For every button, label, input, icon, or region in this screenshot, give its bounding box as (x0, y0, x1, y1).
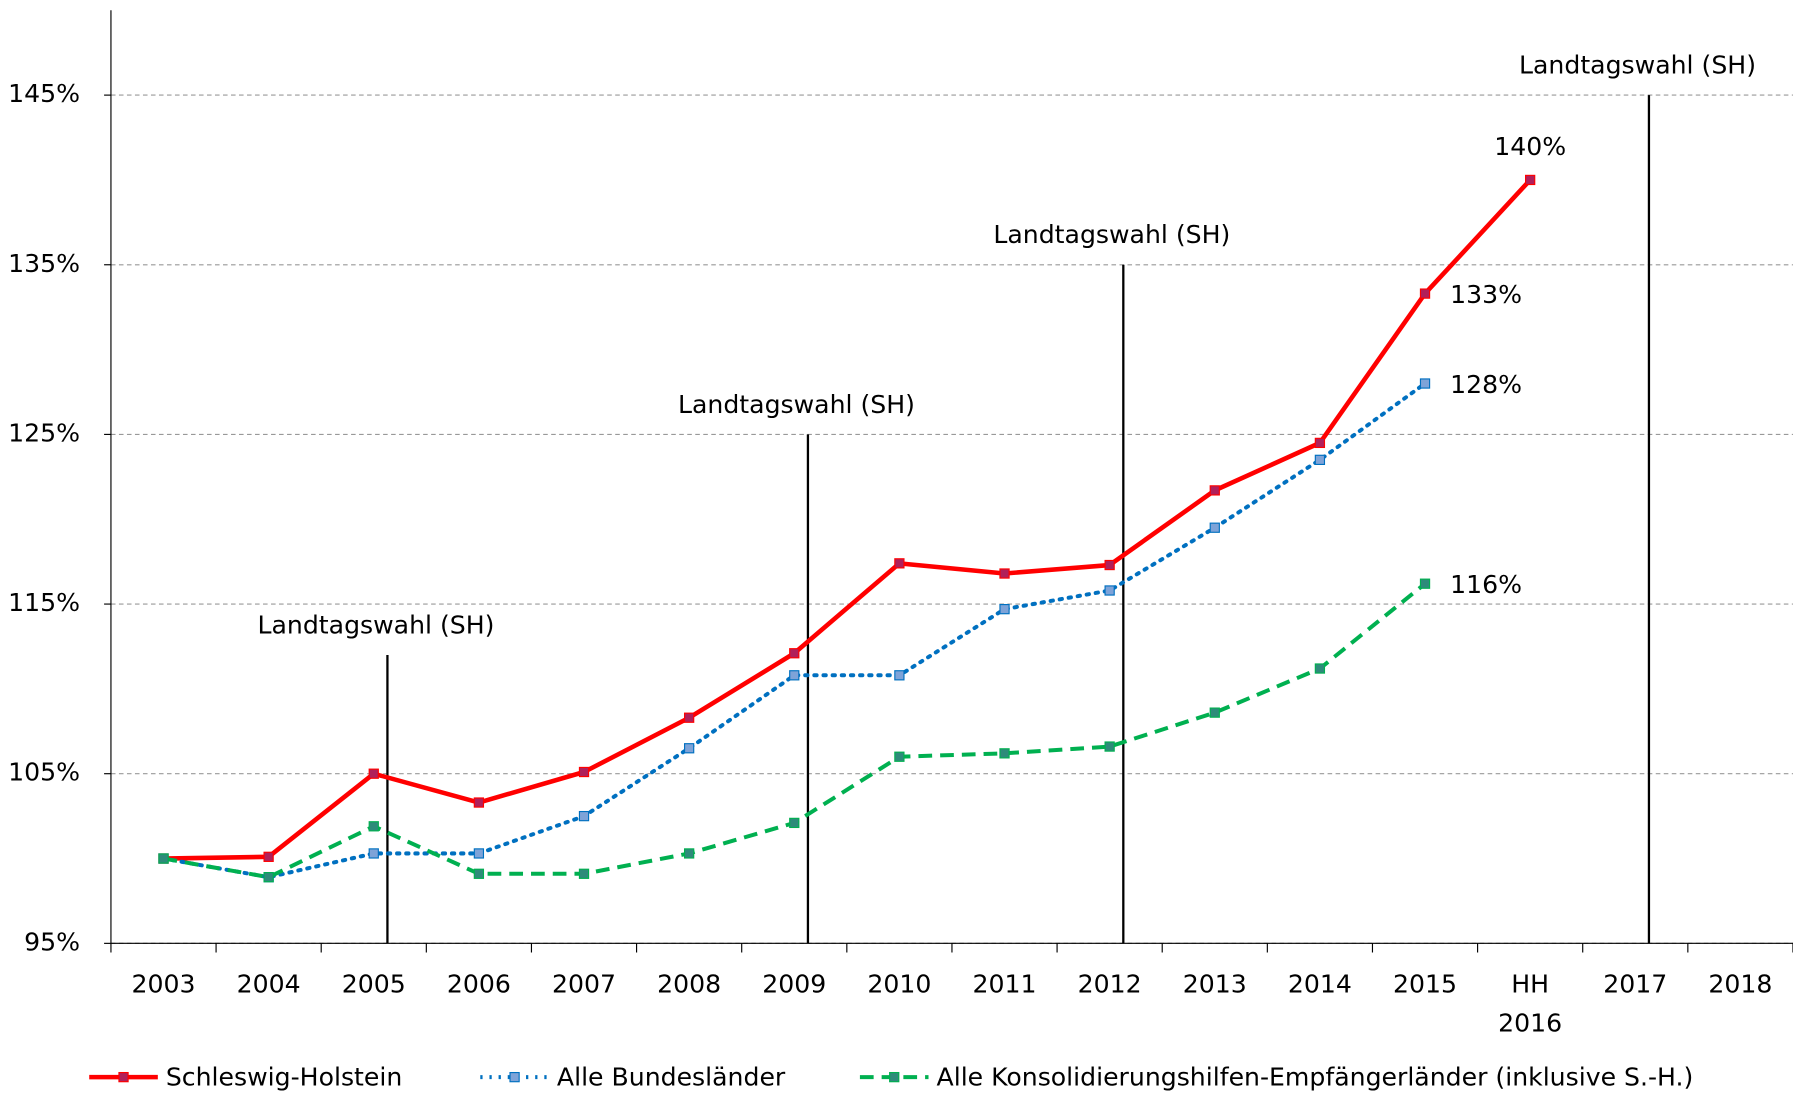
legend-label: Alle Bundesländer (557, 1062, 786, 1091)
series-marker (999, 748, 1010, 759)
series-marker (1209, 707, 1220, 718)
legend-marker (118, 1071, 129, 1083)
series-marker (683, 743, 695, 754)
x-tick-label: 2004 (237, 970, 301, 999)
y-tick-label: 125% (8, 418, 80, 447)
series-marker (1104, 741, 1115, 752)
election-label: Landtagswahl (SH) (993, 220, 1230, 249)
series-marker (368, 821, 379, 832)
legend-label: Alle Konsolidierungshilfen-Empfängerländ… (937, 1062, 1694, 1091)
legend-label: Schleswig-Holstein (166, 1062, 402, 1091)
series-marker (683, 712, 695, 723)
x-tick-label: 2010 (867, 970, 931, 999)
series-marker (1209, 522, 1220, 533)
series-line (163, 178, 1532, 861)
x-tick-label: 2017 (1603, 970, 1667, 999)
legend-marker (889, 1071, 900, 1083)
series-marker (789, 670, 800, 681)
series-marker (789, 817, 800, 829)
series-marker (368, 848, 379, 859)
x-tick-label: 2014 (1288, 970, 1352, 999)
legend-marker (509, 1071, 520, 1083)
election-label: Landtagswahl (SH) (1519, 51, 1756, 80)
y-tick-label: 95% (24, 927, 80, 956)
data-label: 140% (1494, 132, 1566, 161)
series-marker (1314, 663, 1326, 674)
series-marker (1419, 578, 1431, 589)
x-tick-label: 2013 (1183, 970, 1247, 999)
series-marker (368, 768, 379, 779)
series-marker (473, 797, 485, 808)
series-marker (789, 648, 800, 659)
series-marker (1209, 485, 1220, 496)
x-tick-label: 2018 (1708, 970, 1772, 999)
data-label: 116% (1450, 570, 1522, 599)
y-tick-label: 135% (8, 249, 80, 278)
data-label: 133% (1450, 280, 1522, 309)
series-marker (894, 558, 905, 569)
x-tick-label: HH 2016 (1498, 970, 1562, 1038)
series-marker (473, 848, 485, 859)
x-tick-label: 2008 (657, 970, 721, 999)
series-marker (578, 868, 590, 879)
y-tick-label: 115% (8, 588, 80, 617)
series-marker (158, 853, 169, 864)
x-tick-label-line: HH (1511, 970, 1549, 999)
election-label: Landtagswahl (SH) (258, 610, 495, 639)
x-tick-label: 2012 (1078, 970, 1142, 999)
series-marker (894, 670, 905, 681)
x-tick-label-line: 2016 (1498, 1009, 1562, 1038)
series-marker (263, 851, 274, 862)
series-marker (578, 766, 590, 778)
series-marker (263, 872, 274, 883)
series-marker (999, 568, 1010, 579)
x-tick-label: 2009 (762, 970, 826, 999)
x-tick-label: 2007 (552, 970, 616, 999)
series-marker (473, 868, 485, 879)
data-label: 128% (1450, 370, 1522, 399)
y-tick-label: 105% (8, 758, 80, 787)
x-tick-label: 2015 (1393, 970, 1457, 999)
series-marker (1104, 559, 1115, 571)
series-marker (1419, 288, 1431, 299)
series-marker (894, 751, 905, 762)
series-marker (683, 848, 695, 859)
series-marker (578, 810, 590, 822)
election-label: Landtagswahl (SH) (678, 390, 915, 419)
series-marker (1419, 378, 1431, 389)
series-marker (1314, 454, 1326, 466)
series-marker (1525, 174, 1536, 186)
series-marker (999, 604, 1010, 615)
y-tick-label: 145% (8, 79, 80, 108)
x-tick-label: 2003 (132, 970, 196, 999)
x-tick-label: 2006 (447, 970, 511, 999)
series-marker (1104, 585, 1115, 596)
x-tick-label: 2011 (973, 970, 1037, 999)
x-tick-label: 2005 (342, 970, 406, 999)
series-marker (1314, 437, 1326, 449)
